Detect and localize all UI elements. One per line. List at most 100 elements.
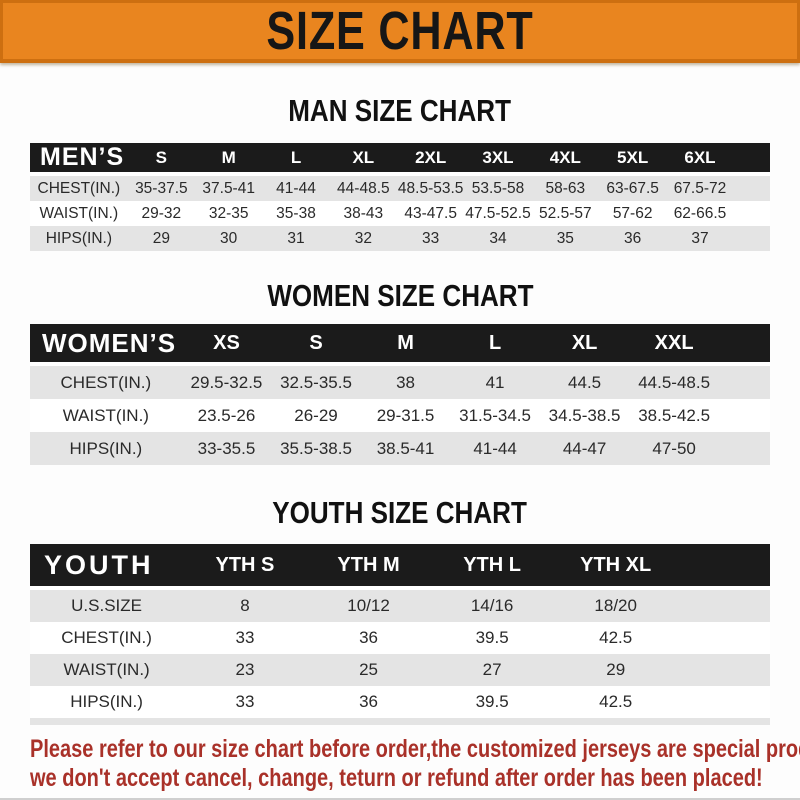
size-value-cell: 53.5-58 (471, 179, 525, 197)
size-value-cell: 29-31.5 (376, 405, 435, 425)
table-row: WAIST(IN.) 29-32 32-35 35-38 38-43 43-47.5 47.… (30, 201, 770, 226)
table-row: HIPS(IN.) 33 36 39.5 42.5 (30, 686, 770, 722)
table-row: U.S.SIZE 8 10/12 14/16 18/20 (30, 588, 770, 622)
order-disclaimer: Please refer to our size chart before or… (30, 735, 800, 793)
women-size-chart-section: WOMEN SIZE CHART WOMEN’S XS S M L XL XXL CHES… (0, 278, 800, 465)
size-value-cell: 35 (556, 229, 574, 247)
size-value-cell: 38.5-42.5 (638, 405, 711, 425)
size-value-cell: 36 (624, 229, 642, 247)
size-value-cell: 30 (220, 229, 238, 247)
size-column-header: XS (181, 324, 272, 366)
size-value-cell: 10/12 (347, 596, 390, 615)
size-value-cell: 31 (287, 229, 305, 247)
size-column-header: 6XL (666, 143, 734, 176)
row-spacer-cell (719, 399, 770, 432)
table-row: CHEST(IN.) 29.5-32.5 32.5-35.5 38 41 44.5 44.5… (30, 364, 770, 399)
row-spacer-cell (734, 174, 770, 201)
size-value-cell: 47-50 (652, 438, 696, 458)
size-column-header: XL (539, 324, 630, 366)
row-spacer-cell (734, 226, 770, 251)
size-value-cell: 35-38 (276, 204, 316, 222)
size-value-cell: 41-44 (276, 179, 316, 197)
row-spacer-cell (719, 364, 770, 399)
size-value-cell: 35.5-38.5 (280, 438, 352, 458)
row-label: HIPS(IN.) (45, 229, 112, 247)
size-value-cell: 36 (359, 628, 378, 647)
size-value-cell: 36 (359, 692, 378, 711)
size-column-header: XL (329, 143, 397, 176)
row-label: CHEST(IN.) (61, 628, 152, 647)
women-corner-label: WOMEN’S (30, 324, 182, 366)
size-value-cell: 41-44 (473, 438, 517, 458)
size-value-cell: 39.5 (475, 628, 509, 647)
man-section-title: MAN SIZE CHART (288, 93, 512, 128)
size-value-cell: 8 (240, 596, 250, 615)
size-column-header: YTH S (183, 544, 307, 590)
size-column-header: YTH M (306, 544, 431, 590)
man-size-table: MEN’S S M L XL 2XL 3XL 4XL 5XL 6XL CHEST(IN.) 35-… (30, 143, 770, 251)
size-value-cell: 42.5 (599, 628, 633, 647)
size-value-cell: 23 (235, 660, 255, 679)
man-size-chart-section: MAN SIZE CHART MEN’S S M L XL 2XL 3XL 4XL 5XL 6X… (0, 93, 800, 251)
size-value-cell: 37.5-41 (202, 179, 255, 197)
size-value-cell: 62-66.5 (673, 204, 727, 222)
size-column-header: 2XL (397, 143, 465, 176)
disclaimer-line-1: Please refer to our size chart before or… (30, 735, 800, 763)
size-value-cell: 18/20 (594, 596, 637, 615)
size-value-cell: 43-47.5 (404, 204, 457, 222)
row-label: WAIST(IN.) (62, 405, 149, 425)
women-section-title: WOMEN SIZE CHART (266, 278, 534, 313)
size-value-cell: 47.5-52.5 (465, 204, 531, 222)
man-table-header-row: MEN’S S M L XL 2XL 3XL 4XL 5XL 6XL (30, 143, 770, 176)
row-label: CHEST(IN.) (60, 372, 152, 392)
size-value-cell: 35-37.5 (135, 179, 188, 197)
size-column-header: L (262, 143, 330, 176)
size-value-cell: 33-35.5 (197, 438, 256, 458)
size-value-cell: 63-67.5 (606, 179, 659, 197)
size-column-header: YTH XL (553, 544, 678, 590)
size-value-cell: 29 (606, 660, 626, 679)
size-column-header: XXL (629, 324, 719, 366)
size-value-cell: 34.5-38.5 (548, 405, 621, 425)
size-column-header: YTH L (430, 544, 554, 590)
header-spacer-cell (718, 324, 770, 366)
size-value-cell: 44.5-48.5 (638, 372, 711, 392)
size-value-cell: 38.5-41 (376, 438, 435, 458)
size-value-cell: 33 (422, 229, 440, 247)
size-column-header: 4XL (531, 143, 599, 176)
size-column-header: 5XL (598, 143, 667, 176)
size-value-cell: 33 (235, 692, 255, 711)
size-value-cell: 32 (354, 229, 372, 247)
table-row: CHEST(IN.) 33 36 39.5 42.5 (30, 622, 770, 654)
size-value-cell: 67.5-72 (673, 179, 727, 197)
size-value-cell: 44.5 (568, 372, 602, 392)
youth-table-header-row: YOUTH YTH S YTH M YTH L YTH XL (30, 544, 770, 590)
men-corner-label: MEN’S (30, 143, 128, 176)
size-value-cell: 58-63 (545, 179, 586, 197)
youth-size-table: YOUTH YTH S YTH M YTH L YTH XL U.S.SIZE 8 10/… (30, 544, 770, 725)
size-chart-title: SIZE CHART (266, 1, 534, 61)
size-value-cell: 38 (396, 372, 415, 392)
row-label: WAIST(IN.) (63, 660, 150, 679)
row-label: CHEST(IN.) (37, 179, 121, 197)
women-table-header-row: WOMEN’S XS S M L XL XXL (30, 324, 770, 366)
bottom-edge-strip (0, 798, 800, 800)
size-value-cell: 31.5-34.5 (459, 405, 531, 425)
size-value-cell: 14/16 (470, 596, 514, 615)
table-row: WAIST(IN.) 23 25 27 29 (30, 654, 770, 686)
youth-size-chart-section: YOUTH SIZE CHART YOUTH YTH S YTH M YTH L YT… (0, 495, 800, 725)
size-value-cell: 29-32 (141, 204, 182, 222)
size-value-cell: 32-35 (208, 204, 249, 222)
size-value-cell: 23.5-26 (197, 405, 256, 425)
size-value-cell: 48.5-53.5 (397, 179, 464, 197)
youth-corner-label: YOUTH (30, 544, 184, 590)
size-value-cell: 38-43 (343, 204, 384, 222)
row-label: HIPS(IN.) (69, 438, 143, 458)
row-label: HIPS(IN.) (70, 692, 143, 711)
row-spacer-cell (677, 686, 770, 722)
size-value-cell: 39.5 (475, 692, 509, 711)
size-value-cell: 42.5 (599, 692, 633, 711)
size-value-cell: 44-47 (562, 438, 607, 458)
youth-section-title: YOUTH SIZE CHART (272, 495, 528, 530)
size-value-cell: 33 (235, 628, 255, 647)
